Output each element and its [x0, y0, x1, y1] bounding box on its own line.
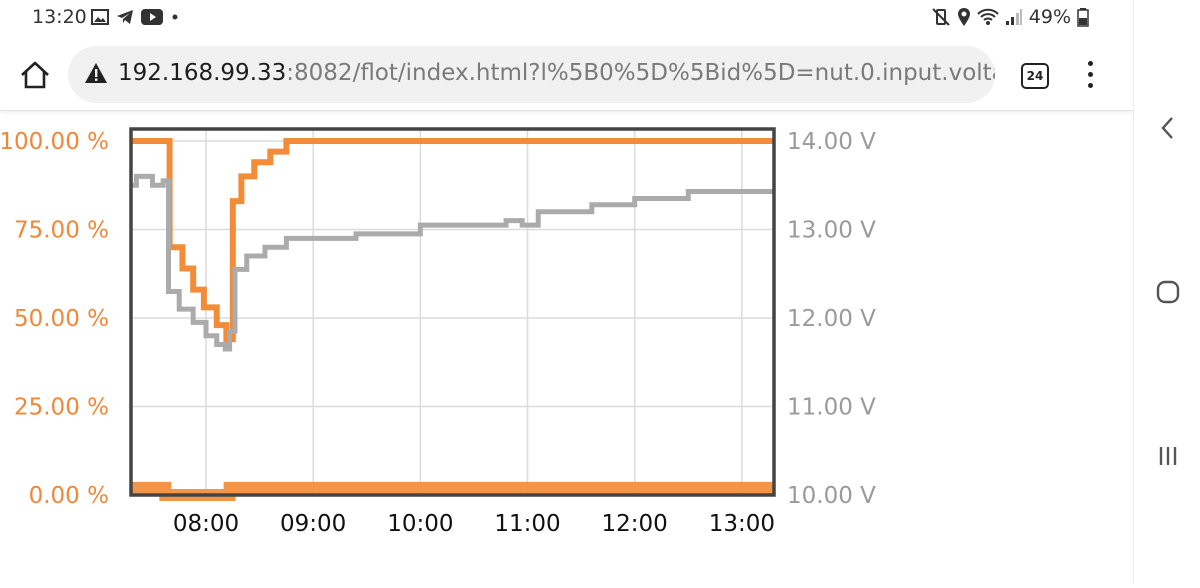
- status-right: 49%: [931, 6, 1089, 28]
- y-left-tick-label: 50.00 %: [14, 306, 109, 332]
- y-left-tick-label: 25.00 %: [14, 395, 109, 421]
- home-icon[interactable]: [18, 58, 52, 92]
- x-tick-label: 10:00: [387, 511, 453, 537]
- x-tick-label: 09:00: [280, 511, 346, 537]
- flot-chart: 08:00 09:00 10:00 11:00 12:00 13:00 100.00 % 75…: [0, 112, 1133, 584]
- y-right-tick-label: 13.00 V: [787, 218, 876, 244]
- youtube-icon: [141, 9, 163, 25]
- notification-icons: [91, 7, 180, 27]
- battery-icon: [1077, 8, 1089, 27]
- x-tick-label: 11:00: [494, 511, 560, 537]
- url-text[interactable]: 192.168.99.33:8082/flot/index.html?l%5B0…: [118, 60, 995, 86]
- x-tick-label: 12:00: [602, 511, 668, 537]
- chart-svg: 08:00 09:00 10:00 11:00 12:00 13:00 100.00 % 75…: [0, 127, 876, 537]
- url-host: 192.168.99.33: [118, 60, 287, 86]
- location-icon: [957, 8, 970, 26]
- recents-icon[interactable]: [1152, 440, 1184, 472]
- dot-icon: [172, 14, 178, 20]
- telegram-icon: [117, 10, 133, 24]
- address-bar[interactable]: 192.168.99.33:8082/flot/index.html?l%5B0…: [68, 46, 995, 103]
- x-tick-label: 08:00: [173, 511, 239, 537]
- y-left-tick-label: 75.00 %: [14, 218, 109, 244]
- gallery-icon: [91, 9, 109, 25]
- plot-frame: [129, 127, 776, 497]
- browser-toolbar: 192.168.99.33:8082/flot/index.html?l%5B0…: [0, 42, 1133, 111]
- url-path: :8082/flot/index.html?l%5B0%5D%5Bid%5D=n…: [286, 60, 995, 86]
- home-nav-icon[interactable]: [1152, 276, 1184, 308]
- overflow-menu-icon[interactable]: [1083, 60, 1099, 90]
- cell-signal-icon: [1005, 9, 1022, 25]
- mute-vibrate-icon: [932, 8, 950, 26]
- battery-charge-line: [131, 138, 774, 343]
- y-right-tick-label: 12.00 V: [787, 306, 876, 332]
- status-bar: 13:20 49%: [0, 0, 1133, 36]
- back-icon[interactable]: [1152, 112, 1184, 144]
- battery-percent: 49%: [1028, 6, 1071, 28]
- y-right-tick-label: 14.00 V: [787, 129, 876, 155]
- android-navbar: [1133, 0, 1200, 584]
- y-left-tick-label: 0.00 %: [29, 483, 109, 509]
- phone-screen: 13:20 49% 192.168.99.33:8082/flot/index.…: [0, 0, 1133, 584]
- tab-switcher-button[interactable]: 24: [1021, 63, 1049, 89]
- input-voltage-line: [131, 173, 774, 352]
- x-tick-label: 13:00: [709, 511, 775, 537]
- not-secure-warning-icon[interactable]: [84, 62, 108, 84]
- y-left-tick-label: 100.00 %: [0, 129, 109, 155]
- y-right-tick-label: 11.00 V: [787, 395, 876, 421]
- y-right-tick-label: 10.00 V: [787, 483, 876, 509]
- wifi-icon: [977, 8, 999, 25]
- status-time: 13:20: [32, 6, 87, 28]
